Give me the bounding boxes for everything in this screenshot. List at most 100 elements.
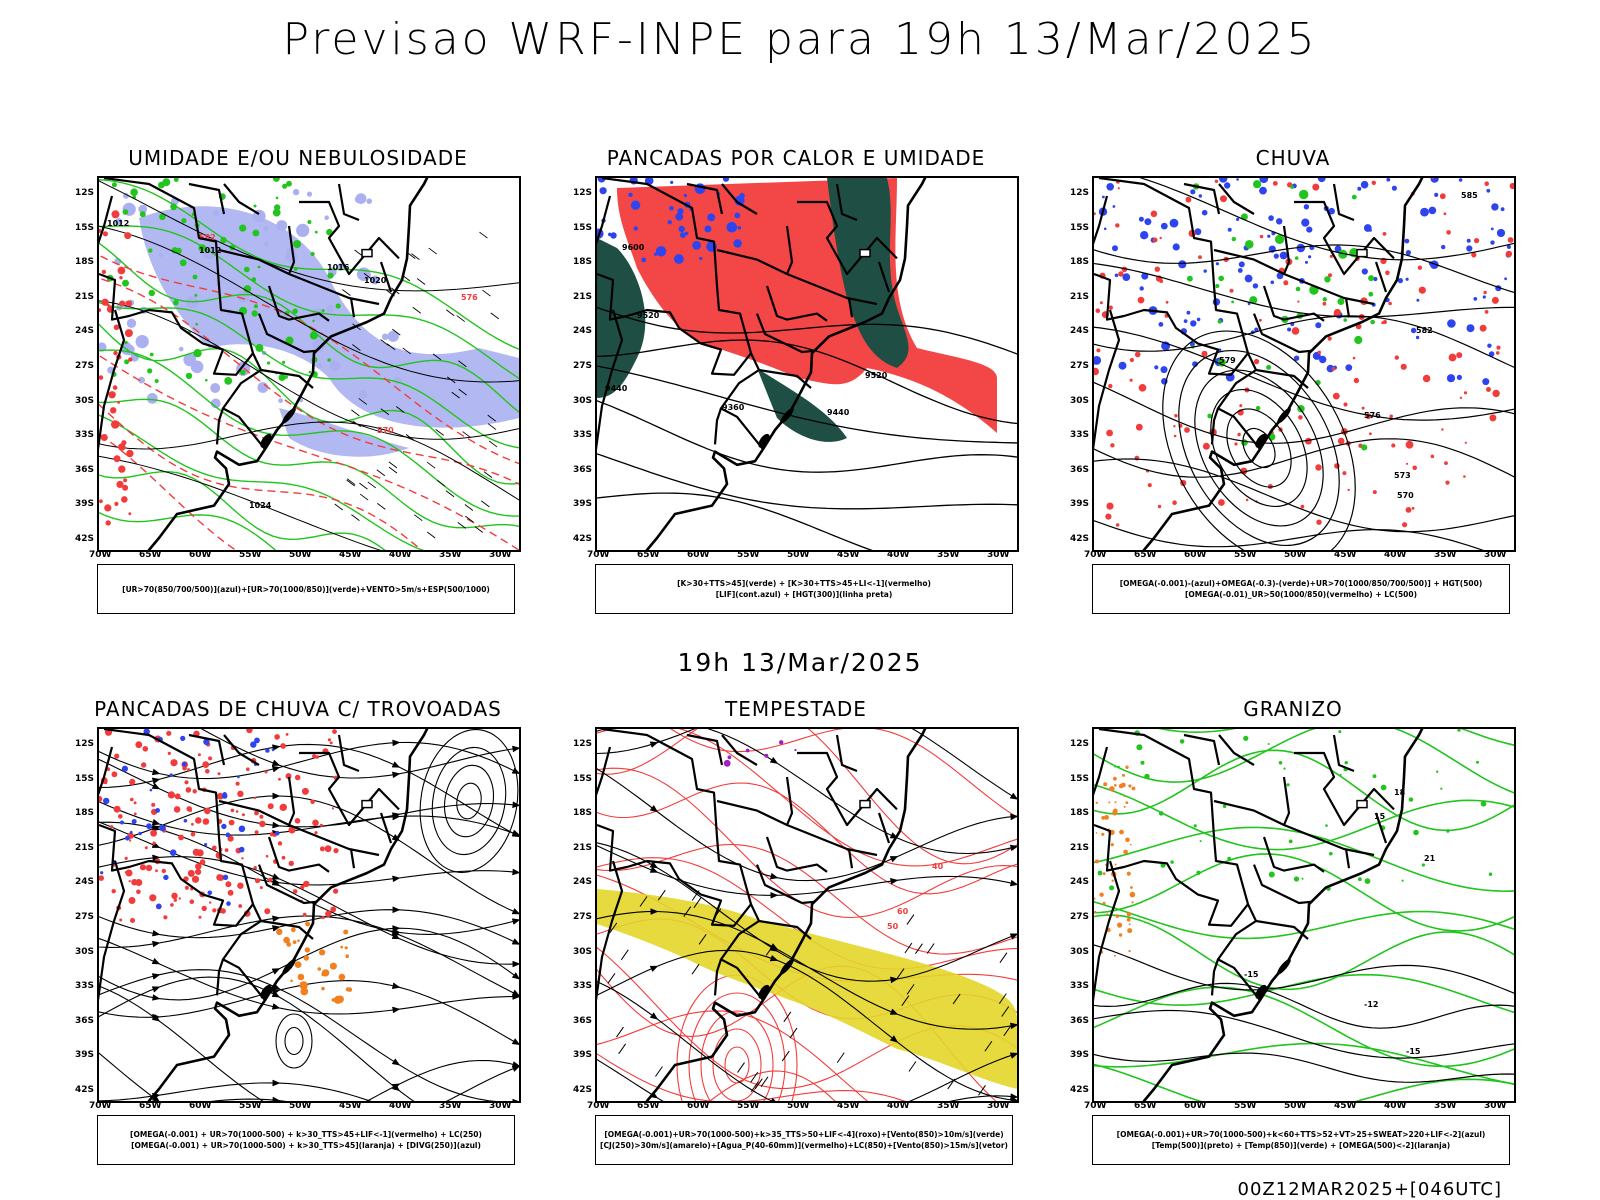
lat-tick-label: 36S: [1069, 1015, 1089, 1026]
state-border: [218, 248, 380, 306]
coastline: [147, 178, 429, 550]
lat-tick-label: 42S: [74, 534, 94, 544]
legend-box: [OMEGA(-0.001)-(azul)+OMEGA(-0.3)-(verde…: [1092, 564, 1510, 614]
lat-tick-label: 12S: [1069, 739, 1089, 749]
state-border: [1094, 823, 1249, 927]
lat-tick-label: 39S: [74, 499, 94, 510]
state-border: [1210, 959, 1220, 996]
lake-marker: [361, 799, 373, 809]
state-border: [877, 261, 891, 293]
state-border: [713, 959, 723, 996]
lat-tick-label: 33S: [572, 981, 592, 992]
lon-tick-label: 35W: [1434, 550, 1457, 560]
lake-marker: [1356, 248, 1368, 258]
state-border: [1255, 368, 1309, 389]
lon-tick-label: 35W: [937, 1101, 960, 1111]
lon-tick-label: 50W: [787, 550, 810, 560]
state-border: [797, 200, 898, 276]
orange-speckles: [276, 921, 353, 1004]
lon-tick-label: 35W: [439, 1101, 462, 1111]
lon-tick-label: 65W: [139, 550, 162, 560]
legend-box: [OMEGA(-0.001)+UR>70(1000-500)+k>35_TTS>…: [595, 1115, 1013, 1165]
lon-tick-label: 70W: [89, 550, 112, 560]
humidity-area: [139, 206, 519, 428]
lat-tick-label: 39S: [1069, 1050, 1089, 1061]
lon-tick-label: 55W: [737, 550, 760, 560]
state-border: [847, 848, 854, 869]
lon-tick-label: 60W: [687, 1101, 710, 1111]
ur-green-contours: [99, 179, 519, 550]
lon-tick-label: 40W: [1384, 550, 1407, 560]
state-border: [755, 864, 815, 905]
lat-tick-label: 18S: [572, 257, 592, 268]
state-border: [1252, 864, 1312, 905]
temp500-contours: [1094, 944, 1514, 1083]
lagoa-mirim: [260, 433, 272, 448]
lat-tick-label: 18S: [1069, 257, 1089, 268]
state-border: [1294, 751, 1395, 827]
map-frame: [97, 727, 521, 1103]
jet-yellow-band: [597, 889, 1017, 1089]
state-border: [1255, 919, 1309, 940]
contour-label: -12: [1364, 1000, 1378, 1009]
lon-tick-label: 55W: [737, 1101, 760, 1111]
contour-label: 570: [1397, 491, 1414, 500]
lat-tick-label: 15S: [572, 222, 592, 233]
state-border: [1098, 729, 1261, 1001]
coastline: [645, 729, 927, 1101]
lat-tick-label: 39S: [74, 1050, 94, 1061]
lat-tick-label: 27S: [1069, 361, 1089, 371]
state-border: [337, 734, 360, 773]
legend-line: [OMEGA(-0.001)-(azul)+OMEGA(-0.3)-(verde…: [1119, 579, 1483, 588]
state-border: [835, 183, 858, 222]
red-speckles: [99, 210, 134, 526]
contour-label: 576: [1364, 411, 1381, 420]
panel-title: PANCADAS DE CHUVA C/ TROVOADAS: [94, 697, 502, 721]
map-canvas: [99, 729, 519, 1101]
lat-tick-label: 18S: [1069, 808, 1089, 819]
state-border: [260, 919, 314, 940]
state-border: [1332, 183, 1355, 222]
lon-tick-label: 65W: [139, 1101, 162, 1111]
lat-tick-label: 42S: [74, 1085, 94, 1095]
lagoa-mirim: [758, 433, 770, 448]
state-border: [1094, 860, 1121, 1001]
lon-tick-label: 70W: [1084, 550, 1107, 560]
omega-green-speckles: [1187, 180, 1375, 451]
state-border: [267, 285, 330, 322]
state-border: [1344, 848, 1351, 869]
lon-tick-label: 60W: [189, 550, 212, 560]
lat-tick-label: 27S: [74, 912, 94, 922]
hgt500-low: [1162, 330, 1356, 550]
map-canvas: 40 50 60: [597, 729, 1017, 1101]
contour-label: 50: [887, 922, 899, 931]
omega-red-speckles: [1094, 178, 1514, 528]
lat-tick-label: 21S: [1069, 842, 1089, 853]
state-border: [1213, 799, 1375, 857]
state-border: [716, 799, 878, 857]
state-border: [99, 272, 254, 376]
state-border: [758, 368, 812, 389]
contour-label: 60: [897, 907, 909, 916]
lon-tick-label: 50W: [1284, 550, 1307, 560]
lagoa-mirim: [1255, 984, 1267, 999]
lon-tick-label: 40W: [1384, 1101, 1407, 1111]
lat-tick-label: 21S: [74, 291, 94, 302]
lat-tick-label: 24S: [74, 326, 94, 337]
lat-tick-label: 24S: [1069, 877, 1089, 888]
lon-tick-label: 70W: [587, 1101, 610, 1111]
state-border: [99, 309, 126, 450]
contour-label: 9600: [622, 243, 645, 252]
divg-blue-speckles: [100, 729, 280, 910]
state-border: [877, 812, 891, 844]
lagoa-dos-patos: [1277, 407, 1291, 424]
state-border: [287, 776, 296, 826]
lat-tick-label: 24S: [74, 877, 94, 888]
lagoa-mirim: [260, 984, 272, 999]
state-border: [597, 309, 624, 450]
state-border: [188, 182, 226, 215]
hgt300-contours: [597, 306, 1017, 550]
lon-tick-label: 35W: [1434, 1101, 1457, 1111]
panel-title: CHUVA: [1255, 146, 1331, 170]
lat-tick-label: 15S: [74, 773, 94, 784]
